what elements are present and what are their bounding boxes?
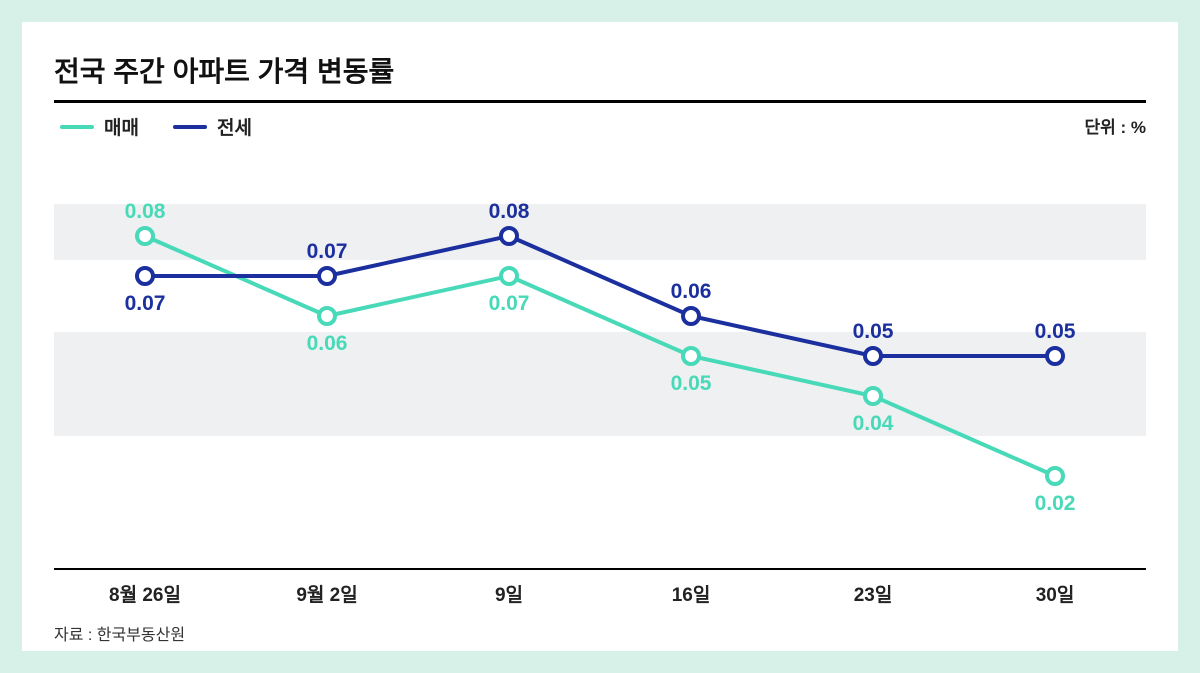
line-chart-svg: 0.08 0.06 0.07 0.05 0.04 0.02 0.07 0.07 0.08 0.06… bbox=[54, 146, 1146, 566]
value-label-b: 0.07 bbox=[307, 240, 348, 263]
series-point-b bbox=[319, 268, 335, 284]
value-label-b: 0.08 bbox=[489, 200, 530, 223]
x-axis: 8월 26일9월 2일9일16일23일30일 bbox=[54, 568, 1146, 607]
value-label-b: 0.06 bbox=[671, 280, 712, 303]
value-label-a: 0.06 bbox=[307, 332, 348, 355]
series-point-b bbox=[683, 308, 699, 324]
x-tick: 9일 bbox=[418, 580, 600, 607]
value-label-b: 0.07 bbox=[125, 292, 166, 315]
value-label-a: 0.08 bbox=[125, 200, 166, 223]
chart-area: 0.08 0.06 0.07 0.05 0.04 0.02 0.07 0.07 0.08 0.06… bbox=[54, 146, 1146, 566]
series-point-a bbox=[137, 228, 153, 244]
value-label-a: 0.05 bbox=[671, 372, 712, 395]
series-point-a bbox=[683, 348, 699, 364]
chart-panel: 전국 주간 아파트 가격 변동률 매매 전세 단위 : % 0.080.060.… bbox=[22, 22, 1178, 651]
unit-label: 단위 : % bbox=[1084, 113, 1146, 138]
legend-label-b: 전세 bbox=[217, 113, 252, 140]
title-rule bbox=[54, 100, 1146, 103]
x-tick: 30일 bbox=[964, 580, 1146, 607]
value-label-a: 0.07 bbox=[489, 292, 530, 315]
legend: 매매 전세 단위 : % bbox=[54, 113, 1146, 140]
chart-title: 전국 주간 아파트 가격 변동률 bbox=[54, 50, 1146, 90]
series-point-b bbox=[865, 348, 881, 364]
legend-item-a: 매매 bbox=[60, 113, 139, 140]
x-tick: 16일 bbox=[600, 580, 782, 607]
series-point-a bbox=[319, 308, 335, 324]
series-point-b bbox=[137, 268, 153, 284]
series-point-b bbox=[1047, 348, 1063, 364]
legend-swatch-b bbox=[173, 125, 207, 129]
value-label-a: 0.04 bbox=[853, 412, 894, 435]
chart-source: 자료 : 한국부동산원 bbox=[54, 621, 1146, 645]
grid-band bbox=[54, 332, 1146, 436]
value-label-b: 0.05 bbox=[853, 320, 894, 343]
series-point-b bbox=[501, 228, 517, 244]
x-tick: 23일 bbox=[782, 580, 964, 607]
x-tick: 8월 26일 bbox=[54, 580, 236, 607]
value-label-b: 0.05 bbox=[1035, 320, 1076, 343]
legend-swatch-a bbox=[60, 125, 94, 129]
x-tick: 9월 2일 bbox=[236, 580, 418, 607]
outer-frame: 전국 주간 아파트 가격 변동률 매매 전세 단위 : % 0.080.060.… bbox=[0, 0, 1200, 673]
series-point-a bbox=[865, 388, 881, 404]
series-point-a bbox=[501, 268, 517, 284]
grid-band bbox=[54, 204, 1146, 260]
legend-label-a: 매매 bbox=[104, 113, 139, 140]
legend-item-b: 전세 bbox=[173, 113, 252, 140]
series-point-a bbox=[1047, 468, 1063, 484]
value-label-a: 0.02 bbox=[1035, 492, 1076, 515]
